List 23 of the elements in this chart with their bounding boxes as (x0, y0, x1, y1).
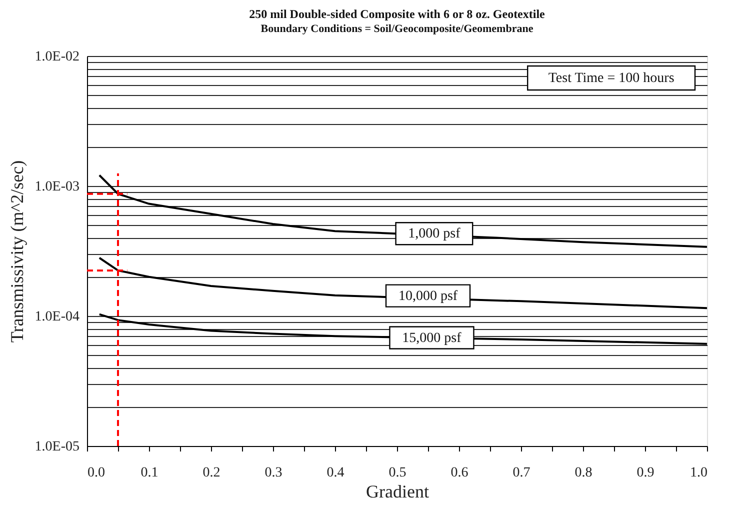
annotation: 1,000 psf (408, 226, 461, 242)
annotation: Test Time = 100 hours (548, 71, 674, 86)
annotation: 10,000 psf (398, 288, 458, 304)
x-tick-label: 0.6 (450, 466, 468, 480)
x-tick-label: 0.4 (326, 466, 344, 480)
x-tick-label: 0.5 (388, 466, 406, 480)
x-tick-label: 0.2 (202, 466, 220, 480)
x-tick-label: 0.3 (264, 466, 282, 480)
chart-title: 250 mil Double-sided Composite with 6 or 8 oz. Geotextile (249, 7, 546, 21)
annotation: 15,000 psf (402, 330, 462, 346)
x-axis-title: Gradient (366, 482, 429, 502)
y-axis-title: Transmissivity (m^2/sec) (6, 160, 27, 343)
x-tick-label: 1.0 (690, 466, 708, 480)
chart-subtitle: Boundary Conditions = Soil/Geocomposite/Geomembrane (260, 23, 534, 35)
y-tick-label: 1.0E-04 (34, 310, 80, 324)
y-tick-label: 1.0E-03 (34, 180, 80, 194)
y-tick-label: 1.0E-02 (34, 50, 80, 64)
x-tick-label: 0.0 (88, 466, 105, 480)
x-tick-label: 0.8 (574, 466, 592, 480)
x-tick-label: 0.1 (140, 466, 158, 480)
x-tick-label: 0.9 (636, 466, 654, 480)
y-tick-label: 1.0E-05 (34, 440, 80, 454)
x-tick-label: 0.7 (512, 466, 530, 480)
